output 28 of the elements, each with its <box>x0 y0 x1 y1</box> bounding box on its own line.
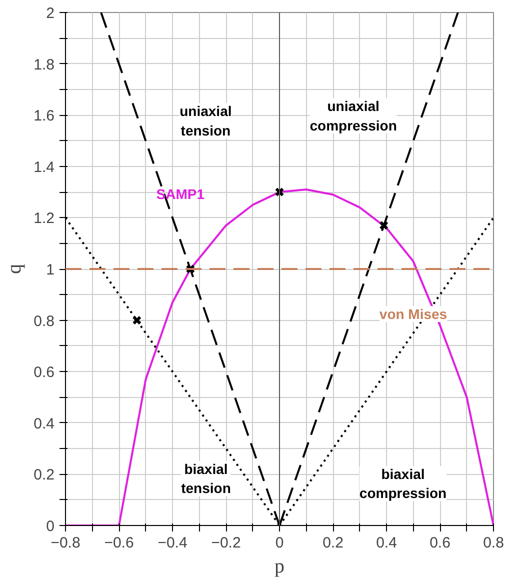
x-tick-label: 0 <box>275 534 284 552</box>
text: uniaxial tension <box>180 103 232 138</box>
y-tick-label: 0.8 <box>34 312 55 330</box>
y-tick-label: 0 <box>46 518 54 535</box>
text: biaxial compression <box>359 466 447 502</box>
x-axis-title: p <box>274 556 284 578</box>
y-tick-label: 1.2 <box>34 210 55 228</box>
x-tick-label: 0.8 <box>483 534 504 552</box>
series-label: uniaxial compression <box>310 98 397 134</box>
y-tick-label: 1 <box>46 262 54 278</box>
x-tick-label: −0.6 <box>104 534 134 552</box>
x-tick-label: 0.4 <box>376 534 397 552</box>
text: SAMP1 <box>156 186 205 202</box>
y-tick-label: 2 <box>46 5 54 22</box>
y-tick-label: 0.2 <box>34 466 55 484</box>
y-tick-label: 1.4 <box>34 158 55 176</box>
x-tick-label: −0.2 <box>211 534 241 552</box>
x-tick-label: −0.4 <box>158 534 188 552</box>
y-axis-title: q <box>4 264 26 274</box>
y-tick-label: 1.8 <box>34 56 55 74</box>
ref-line-label: von Mises <box>379 306 448 322</box>
x-tick-label: 0.6 <box>430 534 450 552</box>
y-tick-label: 1.6 <box>34 108 55 125</box>
y-tick-label: 0.4 <box>34 415 55 432</box>
x-tick-label: −0.8 <box>50 534 80 552</box>
y-tick-label: 0.6 <box>34 364 55 382</box>
series-label: biaxial tension <box>181 460 231 496</box>
x-tick-label: 0.2 <box>322 534 344 552</box>
